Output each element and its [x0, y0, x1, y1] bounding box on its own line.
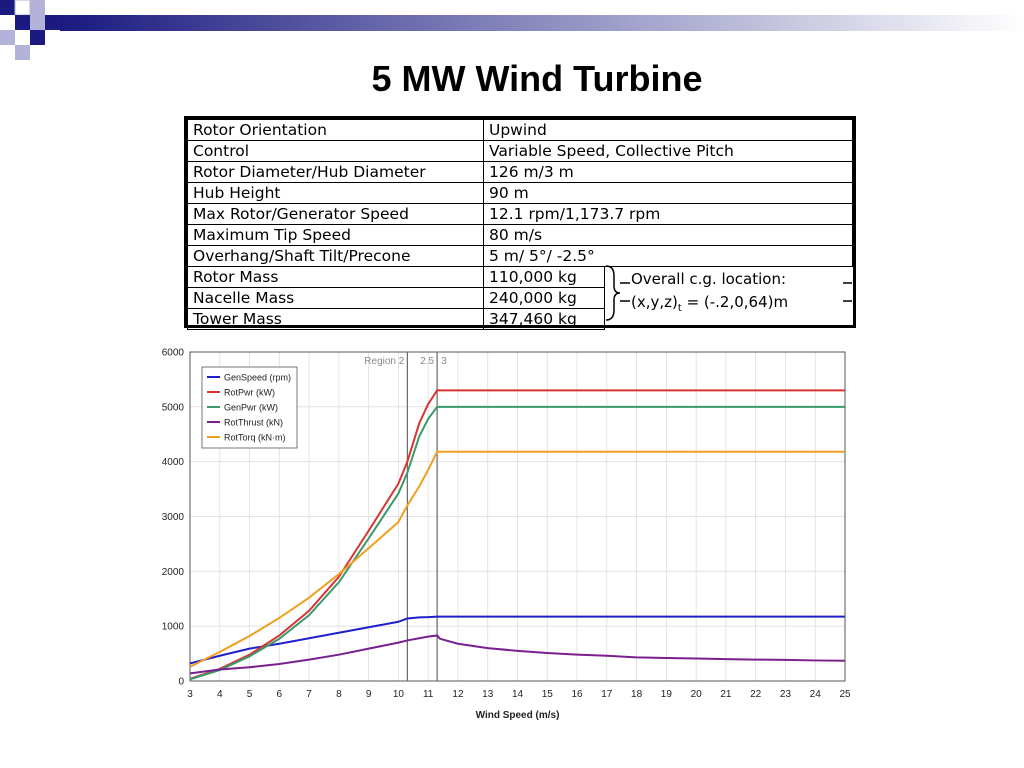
plot-border	[189, 351, 846, 682]
x-tick-label: 10	[393, 689, 405, 700]
series-line	[189, 450, 845, 668]
spec-label: Control	[187, 140, 484, 162]
cg-location-note: Overall c.g. location: (x,y,z)t = (-.2,0…	[631, 268, 788, 320]
x-tick-label: 12	[452, 689, 464, 700]
spec-value: 347,460 kg	[483, 308, 605, 330]
spec-row: Max Rotor/Generator Speed 12.1 rpm/1,173.…	[187, 203, 853, 225]
legend-label: RotPwr (kW)	[224, 388, 275, 398]
x-tick-label: 6	[277, 689, 283, 700]
spec-value: 5 m/ 5°/ -2.5°	[483, 245, 853, 267]
spec-row: Tower Mass 347,460 kg	[187, 308, 853, 330]
x-tick-label: 5	[247, 689, 253, 700]
wind-turbine-performance-chart: 3 4 5 6 7 8 9 10 11 12 13 14 15 16 17 18 19 20 21 22 23 24 25 0…	[162, 348, 851, 722]
x-tick-label: 19	[661, 689, 673, 700]
region-label: Region 2	[364, 356, 404, 367]
x-tick-label: 14	[512, 689, 524, 700]
spec-label: Rotor Diameter/Hub Diameter	[187, 161, 484, 183]
x-tick-label: 7	[306, 689, 312, 700]
spec-label: Tower Mass	[187, 308, 484, 330]
cg-note-line2: (x,y,z)t = (-.2,0,64)m	[631, 293, 789, 314]
spec-label: Maximum Tip Speed	[187, 224, 484, 246]
y-tick-label: 0	[178, 677, 184, 688]
spec-row: Rotor Orientation Upwind	[187, 119, 853, 141]
series-line	[189, 615, 845, 665]
x-tick-label: 8	[336, 689, 342, 700]
region-label: 3	[441, 356, 447, 367]
spec-value: 126 m/3 m	[483, 161, 853, 183]
x-tick-label: 4	[217, 689, 223, 700]
series-line	[189, 405, 845, 681]
x-tick-label: 25	[839, 689, 851, 700]
y-tick-label: 6000	[162, 348, 185, 359]
spec-row: Control Variable Speed, Collective Pitch	[187, 140, 853, 162]
spec-row: Overhang/Shaft Tilt/Precone 5 m/ 5°/ -2.5…	[187, 245, 853, 267]
cg-note-line1: Overall c.g. location:	[631, 270, 787, 288]
spec-value: 110,000 kg	[483, 266, 605, 288]
spec-value: 240,000 kg	[483, 287, 605, 309]
y-tick-label: 4000	[162, 457, 185, 468]
spec-label: Nacelle Mass	[187, 287, 484, 309]
x-tick-label: 11	[423, 689, 434, 700]
x-tick-label: 3	[187, 689, 193, 700]
spec-row: Maximum Tip Speed 80 m/s	[187, 224, 853, 246]
series-line	[189, 634, 846, 675]
x-axis-label: Wind Speed (m/s)	[476, 710, 560, 721]
spec-label: Rotor Orientation	[187, 119, 484, 141]
spec-label: Hub Height	[187, 182, 484, 204]
x-tick-label: 20	[691, 689, 703, 700]
legend-label: RotTorq (kN·m)	[224, 433, 286, 443]
spec-row: Hub Height 90 m	[187, 182, 853, 204]
spec-label: Rotor Mass	[187, 266, 484, 288]
spec-label: Max Rotor/Generator Speed	[187, 203, 484, 225]
y-tick-label: 1000	[162, 622, 185, 633]
x-tick-label: 15	[542, 689, 554, 700]
x-tick-label: 21	[720, 689, 732, 700]
spec-value: 12.1 rpm/1,173.7 rpm	[483, 203, 853, 225]
legend-label: GenPwr (kW)	[224, 403, 278, 413]
spec-value: 80 m/s	[483, 224, 853, 246]
x-tick-label: 16	[571, 689, 583, 700]
spec-value: 90 m	[483, 182, 853, 204]
legend-label: RotThrust (kN)	[224, 418, 283, 428]
header-decoration	[0, 0, 1024, 60]
x-tick-label: 17	[601, 689, 613, 700]
legend-label: GenSpeed (rpm)	[224, 373, 291, 383]
y-tick-label: 3000	[162, 512, 185, 523]
y-tick-label: 2000	[162, 567, 185, 578]
y-tick-label: 5000	[162, 402, 185, 413]
slide-title: 5 MW Wind Turbine	[371, 58, 703, 99]
spec-row: Rotor Diameter/Hub Diameter 126 m/3 m	[187, 161, 853, 183]
x-tick-label: 18	[631, 689, 643, 700]
turbine-spec-table: Rotor Orientation Upwind Control Variable S…	[184, 116, 856, 330]
spec-row: Nacelle Mass 240,000 kg	[187, 287, 853, 309]
cg-bracket	[605, 265, 852, 321]
x-tick-label: 22	[750, 689, 762, 700]
spec-value: Upwind	[483, 119, 853, 141]
spec-label: Overhang/Shaft Tilt/Precone	[187, 245, 484, 267]
series-line	[189, 389, 845, 680]
x-tick-label: 24	[810, 689, 822, 700]
x-tick-label: 9	[366, 689, 372, 700]
x-tick-label: 23	[780, 689, 792, 700]
spec-value: Variable Speed, Collective Pitch	[483, 140, 853, 162]
region-label: 2.5	[420, 356, 434, 367]
x-tick-label: 13	[482, 689, 494, 700]
